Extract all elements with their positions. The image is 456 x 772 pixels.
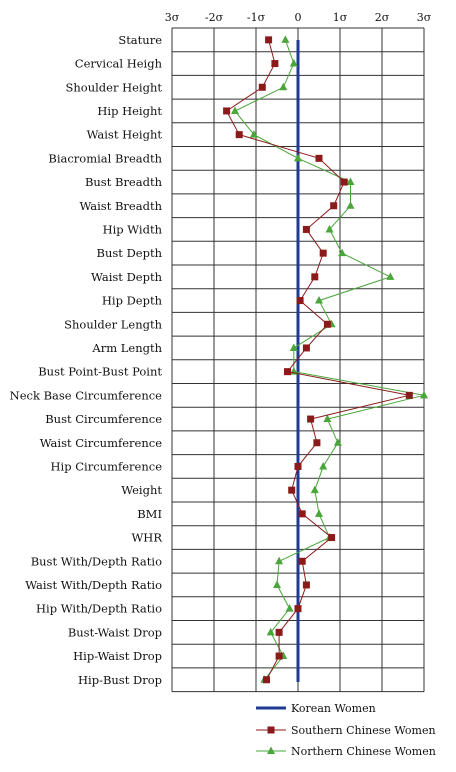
category-label: Waist Height bbox=[87, 128, 163, 142]
data-point bbox=[284, 368, 291, 376]
x-tick-label: 1σ bbox=[333, 11, 348, 24]
category-label: Bust-Waist Drop bbox=[68, 625, 162, 639]
data-point bbox=[325, 224, 334, 233]
data-point bbox=[330, 202, 338, 210]
data-point bbox=[346, 177, 355, 186]
data-point bbox=[311, 273, 319, 281]
x-tick-label: -2σ bbox=[205, 11, 224, 24]
data-point bbox=[333, 438, 342, 446]
legend-label: Southern Chinese Women bbox=[291, 724, 436, 737]
category-label: Neck Base Circumference bbox=[10, 388, 163, 402]
data-point bbox=[315, 296, 323, 304]
category-label: Biacromial Breadth bbox=[48, 151, 162, 165]
data-point bbox=[289, 343, 298, 351]
data-point bbox=[263, 676, 270, 684]
data-point bbox=[275, 652, 283, 660]
data-point bbox=[338, 248, 347, 257]
data-point bbox=[346, 201, 355, 209]
category-label: Hip-Bust Drop bbox=[78, 673, 162, 687]
legend-label: Northern Chinese Women bbox=[291, 745, 436, 758]
data-point bbox=[258, 83, 266, 91]
data-point bbox=[315, 509, 323, 517]
data-point bbox=[275, 628, 283, 636]
data-point bbox=[223, 107, 231, 115]
data-point bbox=[420, 390, 428, 399]
data-point bbox=[294, 605, 302, 613]
data-point bbox=[273, 580, 281, 588]
data-point bbox=[315, 154, 323, 162]
category-label: Hip With/Depth Ratio bbox=[36, 602, 162, 616]
category-label: Hip Depth bbox=[102, 294, 163, 308]
data-point bbox=[289, 59, 298, 67]
data-point bbox=[319, 249, 327, 257]
data-point bbox=[298, 510, 306, 518]
category-label: Waist With/Depth Ratio bbox=[25, 578, 162, 592]
data-point bbox=[296, 297, 304, 305]
data-point bbox=[302, 581, 310, 589]
data-point bbox=[294, 462, 302, 470]
data-point bbox=[340, 178, 348, 186]
category-label: Waist Circumference bbox=[40, 436, 162, 450]
data-point bbox=[405, 391, 413, 399]
legend-marker bbox=[267, 746, 275, 754]
category-label: Bust Breadth bbox=[85, 175, 163, 189]
data-point bbox=[323, 414, 332, 423]
x-tick-label: 2σ bbox=[375, 11, 390, 24]
data-point bbox=[310, 485, 319, 494]
series bbox=[223, 35, 428, 684]
category-label: Hip Height bbox=[97, 104, 162, 118]
category-label: Hip-Waist Drop bbox=[73, 649, 162, 663]
category-label: Arm Length bbox=[91, 341, 162, 355]
category-label: Cervical Heigh bbox=[75, 57, 163, 71]
series-line-1 bbox=[225, 39, 410, 681]
category-label: Hip Circumference bbox=[51, 459, 163, 473]
category-label: Bust Depth bbox=[97, 246, 163, 260]
data-point bbox=[271, 60, 279, 68]
data-point bbox=[279, 82, 288, 91]
x-tick-label: -1σ bbox=[247, 11, 266, 24]
series-line-2 bbox=[234, 39, 425, 681]
category-label: Weight bbox=[121, 483, 162, 497]
data-point bbox=[386, 272, 395, 280]
data-point bbox=[298, 557, 306, 565]
data-point bbox=[266, 627, 275, 636]
legend-label: Korean Women bbox=[291, 702, 376, 715]
data-point bbox=[294, 153, 302, 162]
category-label: Shoulder Height bbox=[65, 80, 162, 94]
x-tick-label: 3σ bbox=[417, 11, 432, 24]
data-point bbox=[302, 225, 310, 233]
category-label: Bust Point-Bust Point bbox=[38, 365, 162, 379]
data-point bbox=[313, 439, 321, 447]
category-label: Bust With/Depth Ratio bbox=[31, 554, 162, 568]
category-label: Waist Breadth bbox=[79, 199, 162, 213]
data-point bbox=[275, 556, 284, 565]
data-point bbox=[319, 461, 328, 470]
category-label: Stature bbox=[118, 33, 162, 47]
x-tick-labels: 3σ -2σ -1σ 0 1σ 2σ 3σ bbox=[165, 11, 432, 24]
data-point bbox=[285, 604, 294, 612]
data-point bbox=[328, 534, 336, 542]
category-label: WHR bbox=[131, 531, 162, 545]
legend: Korean Women Southern Chinese Women Northe… bbox=[256, 702, 436, 758]
legend-marker bbox=[267, 726, 275, 734]
data-point bbox=[323, 320, 331, 328]
data-point bbox=[307, 415, 315, 423]
category-label: Hip Width bbox=[103, 222, 163, 236]
data-point bbox=[249, 130, 258, 138]
data-point bbox=[235, 131, 243, 139]
data-point bbox=[281, 35, 290, 43]
category-labels: Stature Cervical Heigh Shoulder Height Hip … bbox=[10, 33, 163, 687]
data-point bbox=[231, 106, 239, 114]
data-point bbox=[288, 486, 296, 494]
x-tick-label: 3σ bbox=[165, 11, 180, 24]
category-label: Bust Circumference bbox=[45, 412, 162, 426]
category-label: Shoulder Length bbox=[64, 317, 162, 331]
x-tick-label: 0 bbox=[295, 11, 302, 24]
category-label: BMI bbox=[137, 507, 162, 521]
category-label: Waist Depth bbox=[91, 270, 163, 284]
data-point bbox=[302, 344, 310, 352]
data-point bbox=[265, 36, 273, 44]
